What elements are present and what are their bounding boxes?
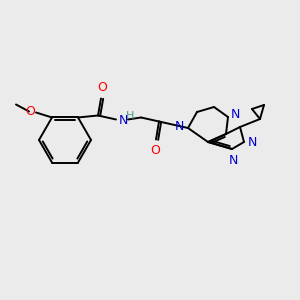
Text: N: N xyxy=(231,107,240,121)
Text: O: O xyxy=(25,105,35,118)
Text: H: H xyxy=(126,112,134,122)
Text: O: O xyxy=(150,145,160,158)
Text: O: O xyxy=(97,82,107,94)
Text: N: N xyxy=(248,136,257,149)
Text: N: N xyxy=(119,114,128,127)
Text: N: N xyxy=(228,154,238,167)
Text: N: N xyxy=(175,119,184,133)
